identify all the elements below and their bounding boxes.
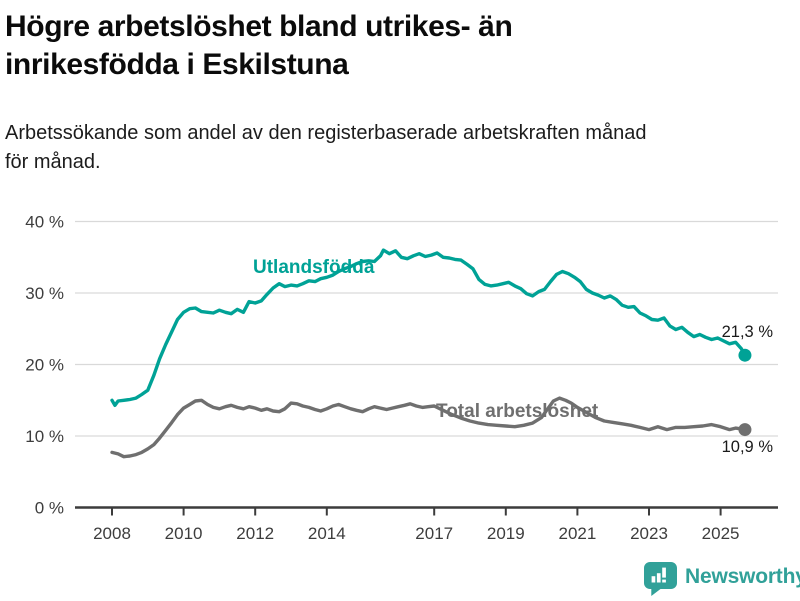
series-line-utlandsfodda [110,248,747,407]
series-line-total [110,396,747,459]
series-end-dot-utlandsfodda [738,348,752,362]
x-axis-label-2010: 2010 [165,524,203,543]
y-axis-label-30: 30 % [25,284,64,303]
x-axis-label-2019: 2019 [487,524,525,543]
page-title-line-2: inrikesfödda i Eskilstuna [5,48,349,81]
newsworthy-brand-name: Newsworthy [685,565,800,588]
end-value-utlandsfodda: 21,3 % [721,323,773,341]
y-axis-label-40: 40 % [25,213,64,232]
x-axis-label-2012: 2012 [236,524,274,543]
page-subtitle-line-2: för månad. [5,151,101,173]
y-axis-label-0: 0 % [35,499,64,518]
x-axis-label-2025: 2025 [702,524,740,543]
x-axis-label-2017: 2017 [415,524,453,543]
x-axis-label-2021: 2021 [558,524,596,543]
x-axis-label-2014: 2014 [308,524,346,543]
end-value-total: 10,9 % [721,438,773,456]
page-title-line-1: Högre arbetslöshet bland utrikes- än [5,10,513,43]
x-axis-label-2008: 2008 [93,524,131,543]
page-title: Högre arbetslöshet bland utrikes- än inr… [5,8,725,84]
series-label-utlandsfodda: Utlandsfödda [253,257,375,278]
series-end-dot-total [738,423,752,437]
page-subtitle-line-1: Arbetssökande som andel av den registerb… [5,122,647,144]
y-axis-label-10: 10 % [25,427,64,446]
newsworthy-branding: Newsworthy [644,562,800,596]
newsworthy-logo-icon [644,562,678,601]
page-subtitle: Arbetssökande som andel av den registerb… [5,119,785,177]
y-axis-label-20: 20 % [25,356,64,375]
x-axis-label-2023: 2023 [630,524,668,543]
series-label-total-arbetsloshet: Total arbetslöshet [436,401,599,422]
